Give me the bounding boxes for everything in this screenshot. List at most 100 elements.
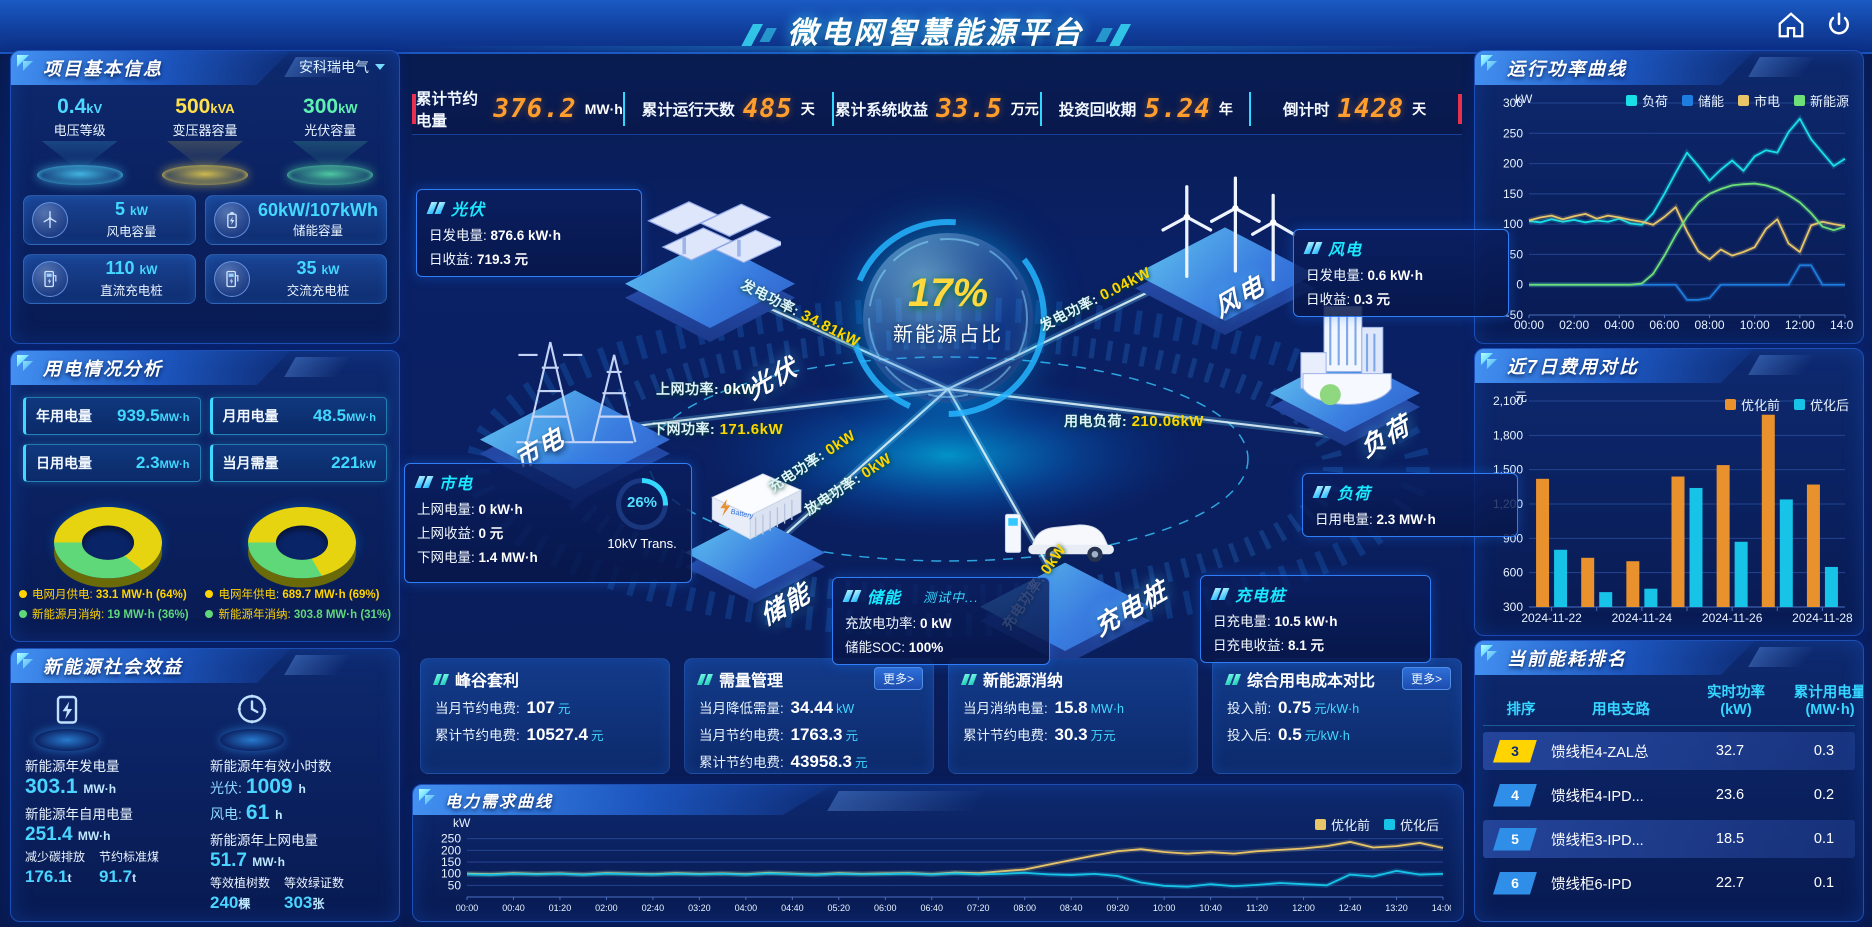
platform-disc bbox=[36, 165, 123, 185]
energy-cell: 0.1 bbox=[1813, 831, 1835, 847]
windfarm-icon bbox=[1149, 163, 1300, 298]
legend-item[interactable]: 优化前 bbox=[1724, 395, 1780, 414]
table-row[interactable]: 4 馈线柜4-IPD... 23.6 0.2 bbox=[1483, 776, 1855, 814]
svg-text:06:00: 06:00 bbox=[874, 903, 897, 913]
donut-chart-1 bbox=[242, 492, 362, 579]
svg-text:0: 0 bbox=[1516, 278, 1523, 292]
card-row: 累计节约电费: 43958.3 元 bbox=[699, 752, 868, 771]
legend-item[interactable]: 新能源 bbox=[1793, 91, 1849, 110]
svg-text:10:00: 10:00 bbox=[1740, 318, 1770, 332]
legend-item[interactable]: 优化前 bbox=[1314, 815, 1370, 834]
power-icon[interactable] bbox=[1824, 10, 1854, 40]
towers-icon bbox=[495, 323, 655, 456]
branch-cell: 馈线柜4-ZAL总 bbox=[1551, 744, 1649, 761]
table-row[interactable]: 5 馈线柜3-IPD... 18.5 0.1 bbox=[1483, 820, 1855, 858]
transformer-label: 10kV Trans. bbox=[607, 536, 677, 551]
svg-text:05:20: 05:20 bbox=[828, 903, 851, 913]
kpi-label: 倒计时 bbox=[1283, 102, 1330, 119]
svg-text:08:00: 08:00 bbox=[1013, 903, 1036, 913]
decor-slash bbox=[1095, 28, 1113, 43]
kpi-value: 5.24 bbox=[1144, 94, 1211, 124]
info-row: 日充电收益: 8.1 元 bbox=[1213, 638, 1325, 653]
svg-text:01:20: 01:20 bbox=[549, 903, 572, 913]
table-row[interactable]: 6 馈线柜6-IPD 22.7 0.1 bbox=[1483, 864, 1855, 902]
bar-优化前-3 bbox=[1671, 476, 1685, 607]
panel-title: 用电情况分析 bbox=[43, 359, 163, 379]
svg-text:02:00: 02:00 bbox=[595, 903, 618, 913]
panel-title: 项目基本信息 bbox=[43, 59, 163, 79]
info-box-name: 充电桩 bbox=[1235, 588, 1287, 605]
energy-cell: 0.3 bbox=[1813, 743, 1835, 759]
page-title: 微电网智慧能源平台 bbox=[741, 8, 1131, 52]
tile-label: 储能容量 bbox=[292, 224, 343, 238]
kpi-unit: 天 bbox=[1412, 101, 1427, 117]
panel-title: 电力需求曲线 bbox=[445, 794, 554, 811]
usage-label: 月用电量 bbox=[222, 408, 279, 424]
charger-icon bbox=[213, 261, 250, 297]
legend-item[interactable]: 市电 bbox=[1737, 91, 1780, 110]
legend-name: 优化后 bbox=[1809, 398, 1849, 413]
chevron-right-icon bbox=[1210, 588, 1230, 600]
card-row: 累计节约电费: 30.3 万元 bbox=[963, 725, 1116, 744]
benefit-secondary: 新能源年自用电量 251.4 MW·h bbox=[25, 807, 133, 845]
legend-label: 电网月供电: 33.1 MW·h (64%) bbox=[32, 589, 187, 601]
company-name: 安科瑞电气 bbox=[299, 59, 369, 75]
tile-label: 直流充电桩 bbox=[100, 284, 163, 298]
svg-text:150: 150 bbox=[441, 855, 461, 869]
info-box-wind: 风电 日发电量: 0.6 kW·h 日收益: 0.3 元 bbox=[1293, 229, 1509, 317]
donut-ring bbox=[54, 507, 162, 579]
ranking-header: 排序 用电支路 实时功率 (kW) 累计用电量 (MW·h) bbox=[1483, 675, 1863, 726]
bar-优化前-0 bbox=[1536, 478, 1550, 607]
svg-text:100: 100 bbox=[1503, 217, 1523, 231]
legend-item[interactable]: 负荷 bbox=[1625, 91, 1668, 110]
panel-demand-curve: 电力需求曲线 50 100 150 200 250 kW 00:00 00:40 01:20 02… bbox=[412, 784, 1464, 922]
benefit-badges: 等效植树数 240棵 等效绿证数 303张 bbox=[210, 872, 385, 916]
kpi-value: 33.5 bbox=[936, 94, 1003, 124]
chevron-right-icon bbox=[842, 590, 862, 602]
legend-entry: 电网年供电: 689.7 MW·h (69%) bbox=[205, 586, 391, 602]
benefit-badge: 减少碳排放 176.1t bbox=[25, 850, 86, 886]
info-box-title: 负荷 bbox=[1312, 480, 1505, 504]
home-icon[interactable] bbox=[1776, 10, 1806, 40]
kpi-unit: MW·h bbox=[584, 101, 623, 117]
legend-label: 电网年供电: 689.7 MW·h (69%) bbox=[218, 589, 380, 601]
capacity-tile-2: 110 kW 直流充电桩 bbox=[23, 254, 196, 304]
company-dropdown[interactable]: 安科瑞电气 bbox=[299, 57, 385, 77]
summary-card-1: 需量管理 更多> 当月降低需量: 34.44 kW 当月节约电费: 1763.3 元累计节… bbox=[684, 658, 934, 774]
card-row: 当月消纳电量: 15.8 MW·h bbox=[963, 698, 1124, 717]
flow-label-2: 下网功率: 171.6kW bbox=[652, 421, 784, 438]
svg-text:12:00: 12:00 bbox=[1785, 318, 1815, 332]
branch-cell: 馈线柜3-IPD... bbox=[1551, 832, 1644, 849]
legend-label: 新能源月消纳: 19 MW·h (36%) bbox=[32, 609, 189, 621]
svg-text:10:00: 10:00 bbox=[1153, 903, 1176, 913]
table-row[interactable]: 3 馈线柜4-ZAL总 32.7 0.3 bbox=[1483, 732, 1855, 770]
svg-text:08:40: 08:40 bbox=[1060, 903, 1083, 913]
legend-dot bbox=[205, 590, 214, 598]
panel-corner-icon bbox=[1481, 55, 1499, 73]
legend-name: 新能源 bbox=[1809, 94, 1849, 109]
transformer-pct: 26% bbox=[626, 494, 658, 511]
svg-text:kW: kW bbox=[1515, 93, 1533, 106]
more-button[interactable]: 更多> bbox=[873, 667, 923, 690]
info-box-title: 市电 bbox=[414, 470, 679, 494]
legend-item[interactable]: 优化后 bbox=[1793, 395, 1849, 414]
panel-corner-icon bbox=[419, 789, 437, 807]
legend-item[interactable]: 优化后 bbox=[1383, 815, 1439, 834]
more-button[interactable]: 更多> bbox=[1401, 667, 1451, 690]
info-row: 充放电功率: 0 kW bbox=[845, 616, 952, 631]
legend-item[interactable]: 储能 bbox=[1681, 91, 1724, 110]
kpi-label: 累计系统收益 bbox=[835, 102, 929, 119]
svg-text:03:20: 03:20 bbox=[688, 903, 711, 913]
svg-text:00:40: 00:40 bbox=[502, 903, 525, 913]
chevron-right-icon bbox=[1312, 486, 1332, 498]
kpi-band: 累计节约电量 376.2 MW·h 累计运行天数 485 天累计系统收益 33.5 万元 投资回… bbox=[412, 84, 1462, 135]
flow-label-1: 上网功率: 0kW bbox=[656, 381, 756, 398]
svg-text:1,800: 1,800 bbox=[1493, 428, 1523, 442]
kpi-0: 累计节约电量 376.2 MW·h bbox=[416, 91, 623, 130]
spark-icon bbox=[1224, 673, 1242, 685]
decor-slash bbox=[759, 28, 777, 43]
legend-name: 市电 bbox=[1753, 94, 1780, 109]
chevron-down-icon bbox=[375, 64, 385, 70]
rank-badge: 5 bbox=[1493, 827, 1537, 851]
